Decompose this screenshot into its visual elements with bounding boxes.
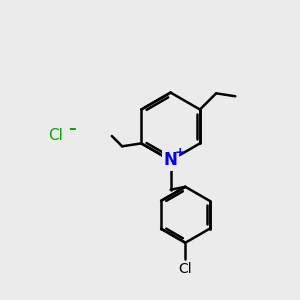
Text: Cl: Cl [48, 128, 63, 143]
Text: N: N [164, 151, 178, 169]
Text: Cl: Cl [178, 262, 192, 277]
Text: –: – [68, 121, 76, 136]
Text: +: + [175, 146, 185, 159]
